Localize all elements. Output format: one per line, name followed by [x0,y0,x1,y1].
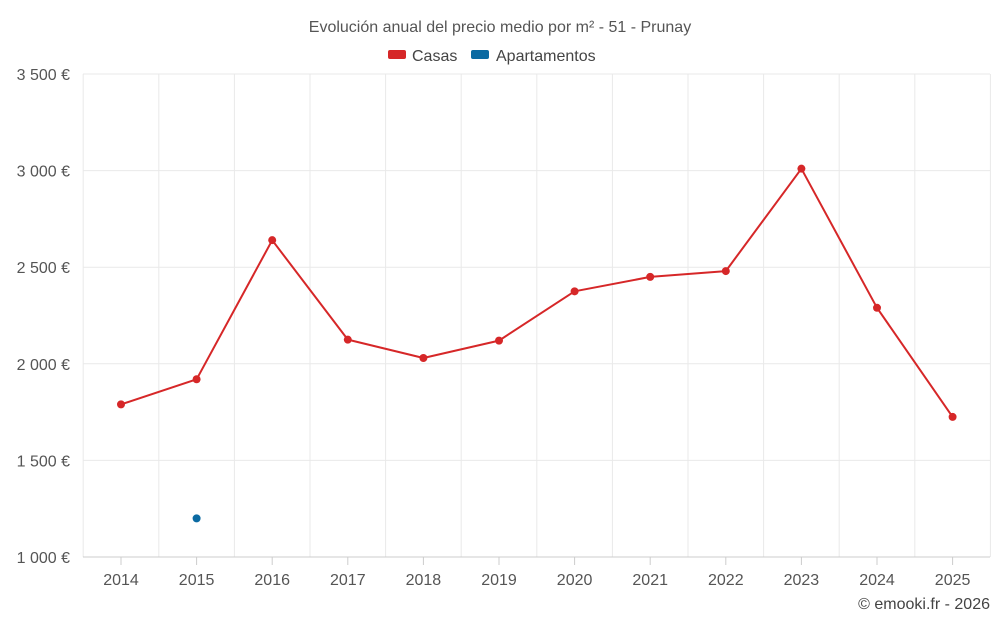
legend-label-casas: Casas [412,48,457,65]
x-tick-label: 2017 [330,572,366,589]
credit-text: © emooki.fr - 2026 [858,596,990,613]
y-tick-label: 3 000 € [17,164,70,181]
data-point-casas[interactable] [948,412,957,421]
data-point-casas[interactable] [873,303,881,312]
data-point-casas[interactable] [117,400,125,409]
y-tick-label: 3 500 € [17,67,70,84]
legend-item-apartamentos[interactable]: Apartamentos [471,48,596,65]
legend-swatch-casas [388,50,406,59]
data-point-casas[interactable] [797,164,806,173]
y-tick-label: 1 500 € [17,453,70,470]
y-tick-label: 1 000 € [17,550,70,567]
data-point-casas[interactable] [192,375,201,384]
x-tick-label: 2020 [557,572,593,589]
series-layer [117,164,957,523]
data-point-casas[interactable] [570,287,579,296]
legend-label-apartamentos: Apartamentos [496,48,596,65]
data-point-casas[interactable] [495,336,503,345]
x-tick-label: 2023 [784,572,820,589]
x-tick-label: 2022 [708,572,744,589]
x-tick-label: 2015 [179,572,215,589]
x-tick-label: 2016 [254,572,290,589]
data-point-apartamentos[interactable] [192,514,201,523]
grid-layer [82,73,991,557]
axis-layer: 1 000 € 1 500 € 2 000 € 2 500 € 3 000 € 3 500… [17,67,990,589]
series-casas [117,164,957,421]
series-line-casas [120,167,954,418]
y-tick-label: 2 500 € [17,260,70,277]
legend-item-casas[interactable]: Casas [388,48,457,65]
x-tick-label: 2021 [632,572,668,589]
x-tick-label: 2014 [103,572,139,589]
data-point-casas[interactable] [419,354,428,363]
legend: Casas Apartamentos [388,48,596,65]
x-tick-label: 2018 [406,572,442,589]
x-tick-label: 2024 [859,572,895,589]
x-tick-label: 2019 [481,572,517,589]
x-tick-label: 2025 [935,572,971,589]
series-apartamentos [192,514,201,523]
y-tick-label: 2 000 € [17,357,70,374]
data-point-casas[interactable] [721,267,730,276]
legend-swatch-apartamentos [471,50,489,59]
data-point-casas[interactable] [343,335,352,344]
chart-title: Evolución anual del precio medio por m² … [309,19,691,36]
data-point-casas[interactable] [268,236,277,245]
data-point-casas[interactable] [646,272,655,281]
